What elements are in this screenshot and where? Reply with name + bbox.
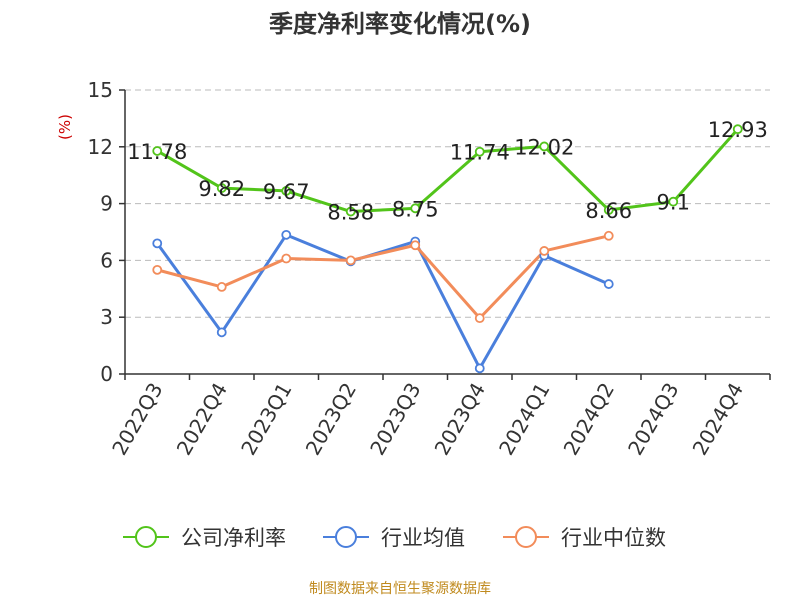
data-point — [410, 240, 421, 251]
data-point — [152, 264, 163, 275]
legend: 公司净利率 行业均值 行业中位数 — [123, 526, 666, 550]
series-line — [156, 128, 739, 214]
source-note: 制图数据来自恒生聚源数据库 — [309, 581, 491, 597]
x-tick-label: 2023Q4 — [430, 379, 490, 460]
data-point — [345, 255, 356, 266]
x-tick-label: 2023Q2 — [301, 379, 361, 460]
y-axis-unit-label: (%) — [56, 114, 74, 140]
x-tick-label: 2024Q2 — [559, 379, 619, 460]
legend-swatch-marker — [135, 526, 157, 548]
legend-swatch-marker — [335, 526, 357, 548]
series-line — [156, 234, 610, 320]
data-point — [474, 363, 485, 374]
data-label: 12.93 — [708, 118, 768, 142]
legend-label: 行业均值 — [381, 526, 465, 550]
data-point — [539, 141, 550, 152]
data-label: 8.58 — [327, 201, 374, 225]
series-lines — [156, 128, 739, 370]
y-tick-label: 0 — [100, 362, 113, 386]
legend-swatch-marker — [515, 526, 537, 548]
x-tick-label: 2022Q4 — [172, 379, 232, 460]
data-point — [410, 203, 421, 214]
y-tick-label: 6 — [100, 248, 113, 272]
series-points — [152, 124, 743, 374]
data-point — [216, 282, 227, 292]
data-label: 9.82 — [198, 177, 245, 201]
data-label: 9.1 — [657, 191, 690, 215]
data-labels: 11.78 9.82 9.67 8.58 8.75 11.74 12.02 8.66 9.1 12… — [127, 118, 768, 224]
x-tick-label: 2023Q1 — [236, 379, 296, 460]
chart-title: 季度净利率变化情况(%) — [269, 10, 531, 38]
legend-label: 行业中位数 — [561, 526, 666, 550]
x-tick-label: 2022Q3 — [107, 379, 167, 460]
data-point — [152, 238, 163, 249]
data-point — [668, 196, 679, 207]
y-tick-label: 3 — [100, 305, 113, 329]
data-label: 11.74 — [450, 141, 510, 165]
y-tick-label: 12 — [88, 135, 113, 159]
data-point — [474, 146, 485, 157]
data-label: 9.67 — [263, 180, 310, 204]
legend-label: 公司净利率 — [181, 526, 286, 550]
x-tick-label: 2023Q3 — [365, 379, 425, 460]
data-point — [152, 146, 163, 156]
data-point — [216, 327, 227, 338]
data-label: 12.02 — [514, 135, 574, 159]
x-tick-label: 2024Q1 — [494, 379, 554, 460]
data-point — [732, 124, 743, 135]
data-label: 8.66 — [585, 199, 632, 223]
data-point — [345, 206, 356, 217]
data-point — [603, 205, 614, 215]
data-point — [603, 230, 614, 241]
y-tick-label: 9 — [100, 192, 113, 216]
data-label: 8.75 — [392, 197, 439, 221]
data-label: 11.78 — [127, 140, 187, 164]
x-tick-label: 2024Q4 — [688, 379, 748, 460]
data-point — [603, 279, 614, 289]
y-tick-label: 15 — [88, 78, 113, 102]
data-point — [539, 246, 550, 256]
data-point — [281, 186, 292, 196]
grid-lines — [125, 89, 770, 318]
x-tick-label: 2024Q3 — [623, 379, 683, 460]
data-point — [474, 313, 485, 324]
data-point — [216, 183, 227, 193]
data-point — [281, 229, 292, 240]
data-point — [281, 253, 292, 264]
